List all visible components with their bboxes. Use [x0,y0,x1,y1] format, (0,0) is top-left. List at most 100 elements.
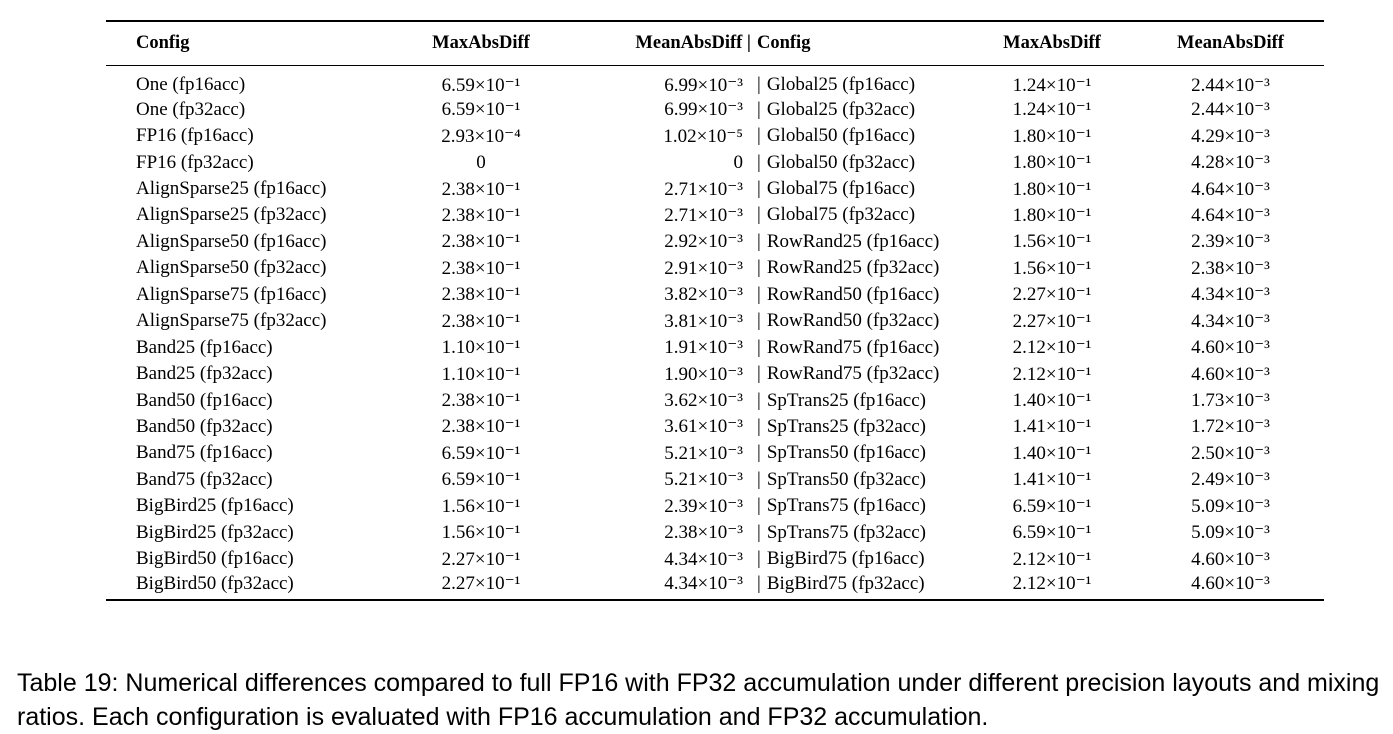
cell-meanabsdiff-left: 3.82×10⁻³ [664,284,743,306]
cell-maxabsdiff-right: 1.41×10⁻¹ [1012,416,1092,438]
cell-config-left: BigBird25 (fp32acc) [136,521,294,543]
column-separator: | [757,548,761,570]
cell-maxabsdiff-right: 2.12×10⁻¹ [1012,548,1092,570]
cell-config-left: AlignSparse50 (fp16acc) [136,230,327,252]
cell-maxabsdiff-left: 2.38×10⁻¹ [441,310,521,332]
table-row: BigBird25 (fp16acc) 1.56×10⁻¹ 2.39×10⁻³ | Sp… [106,493,1324,519]
column-separator: | [757,151,761,173]
config-label: RowRand75 (fp16acc) [766,336,940,358]
cell-config-right: | RowRand25 (fp16acc) [753,229,967,255]
cell-meanabsdiff-right: 4.28×10⁻³ [1191,152,1270,174]
cell-config-left: AlignSparse75 (fp32acc) [136,310,327,332]
cell-meanabsdiff-right: 4.60×10⁻³ [1191,573,1270,595]
cell-maxabsdiff-right: 2.27×10⁻¹ [1012,284,1092,306]
cell-config-right: | Global75 (fp32acc) [753,202,967,228]
config-label: BigBird75 (fp32acc) [766,572,925,594]
cell-meanabsdiff-right: 5.09×10⁻³ [1191,495,1270,517]
cell-maxabsdiff-left: 2.38×10⁻¹ [441,231,521,253]
cell-maxabsdiff-left: 2.38×10⁻¹ [441,390,521,412]
cell-config-right: | SpTrans25 (fp16acc) [753,387,967,413]
cell-maxabsdiff-right: 2.12×10⁻¹ [1012,363,1092,385]
table-header-row: Config MaxAbsDiff MeanAbsDiff | Config M… [106,21,1324,65]
config-label: RowRand50 (fp16acc) [766,283,940,305]
column-separator: | [757,257,761,279]
cell-meanabsdiff-left: 3.81×10⁻³ [664,310,743,332]
cell-config-left: One (fp32acc) [136,98,246,120]
config-label: Global50 (fp32acc) [766,151,916,173]
config-label: Global25 (fp32acc) [766,98,916,120]
cell-meanabsdiff-right: 2.38×10⁻³ [1191,257,1270,279]
column-separator: | [757,363,761,385]
column-separator: | [757,521,761,543]
cell-maxabsdiff-left: 6.59×10⁻¹ [441,74,521,96]
config-label: RowRand25 (fp16acc) [766,230,940,252]
column-separator: | [757,495,761,517]
cell-maxabsdiff-right: 1.80×10⁻¹ [1012,125,1092,147]
cell-config-left: AlignSparse25 (fp16acc) [136,178,327,200]
cell-maxabsdiff-right: 6.59×10⁻¹ [1012,522,1092,544]
cell-config-left: Band75 (fp16acc) [136,442,273,464]
cell-maxabsdiff-left: 2.38×10⁻¹ [441,416,521,438]
table-row: AlignSparse75 (fp32acc) 2.38×10⁻¹ 3.81×10⁻… [106,308,1324,334]
cell-config-left: BigBird25 (fp16acc) [136,495,294,517]
cell-meanabsdiff-right: 2.50×10⁻³ [1191,442,1270,464]
cell-config-right: | RowRand50 (fp32acc) [753,308,967,334]
cell-meanabsdiff-right: 4.34×10⁻³ [1191,284,1270,306]
table-row: One (fp16acc) 6.59×10⁻¹ 6.99×10⁻³ | Global25… [106,65,1324,97]
cell-meanabsdiff-left: 3.61×10⁻³ [664,416,743,438]
cell-meanabsdiff-right: 2.44×10⁻³ [1191,74,1270,96]
cell-meanabsdiff-left: 3.62×10⁻³ [664,390,743,412]
table-row: AlignSparse25 (fp16acc) 2.38×10⁻¹ 2.71×10⁻… [106,176,1324,202]
cell-meanabsdiff-left: 0 [733,151,744,173]
config-label: SpTrans25 (fp16acc) [766,389,927,411]
header-maxabsdiff-left: MaxAbsDiff [432,32,530,53]
cell-maxabsdiff-right: 1.80×10⁻¹ [1012,204,1092,226]
cell-maxabsdiff-left: 1.10×10⁻¹ [441,363,521,385]
cell-meanabsdiff-right: 2.44×10⁻³ [1191,99,1270,121]
config-label: Global75 (fp32acc) [766,204,916,226]
cell-maxabsdiff-left: 6.59×10⁻¹ [441,99,521,121]
cell-meanabsdiff-left: 5.21×10⁻³ [664,469,743,491]
cell-config-left: Band25 (fp32acc) [136,363,273,385]
config-label: Global25 (fp16acc) [766,74,916,95]
table-caption: Table 19: Numerical differences compared… [17,669,1380,731]
table-body: One (fp16acc) 6.59×10⁻¹ 6.99×10⁻³ | Global25… [106,65,1324,601]
cell-maxabsdiff-left: 2.38×10⁻¹ [441,204,521,226]
cell-meanabsdiff-right: 4.34×10⁻³ [1191,310,1270,332]
table-row: AlignSparse25 (fp32acc) 2.38×10⁻¹ 2.71×10⁻… [106,202,1324,228]
cell-config-left: BigBird50 (fp32acc) [136,572,294,594]
cell-maxabsdiff-left: 2.38×10⁻¹ [441,257,521,279]
header-meanabsdiff-left-label: MeanAbsDiff [635,32,743,53]
cell-maxabsdiff-left: 6.59×10⁻¹ [441,469,521,491]
table-row: BigBird25 (fp32acc) 1.56×10⁻¹ 2.38×10⁻³ | Sp… [106,520,1324,546]
cell-maxabsdiff-left: 6.59×10⁻¹ [441,442,521,464]
cell-config-right: | SpTrans75 (fp32acc) [753,520,967,546]
cell-meanabsdiff-right: 1.72×10⁻³ [1191,416,1270,438]
cell-config-right: | RowRand25 (fp32acc) [753,255,967,281]
cell-maxabsdiff-right: 6.59×10⁻¹ [1012,495,1092,517]
table-row: Band75 (fp16acc) 6.59×10⁻¹ 5.21×10⁻³ | SpTra… [106,440,1324,466]
config-label: SpTrans25 (fp32acc) [766,415,927,437]
cell-maxabsdiff-left: 0 [476,151,486,173]
cell-maxabsdiff-right: 1.80×10⁻¹ [1012,152,1092,174]
cell-meanabsdiff-left: 2.39×10⁻³ [664,495,743,517]
cell-config-right: | Global75 (fp16acc) [753,176,967,202]
config-label: RowRand50 (fp32acc) [766,310,940,332]
cell-meanabsdiff-left: 2.71×10⁻³ [664,204,743,226]
results-table-container: Config MaxAbsDiff MeanAbsDiff | Config M… [106,20,1324,601]
cell-meanabsdiff-left: 1.91×10⁻³ [664,337,743,359]
cell-config-right: | SpTrans50 (fp32acc) [753,467,967,493]
config-label: Global75 (fp16acc) [766,178,916,200]
cell-meanabsdiff-left: 6.99×10⁻³ [664,74,743,96]
cell-config-left: One (fp16acc) [136,74,246,95]
cell-maxabsdiff-right: 2.27×10⁻¹ [1012,310,1092,332]
header-maxabsdiff-right: MaxAbsDiff [1003,32,1101,53]
column-separator: | [757,74,761,95]
cell-meanabsdiff-right: 4.29×10⁻³ [1191,125,1270,147]
cell-meanabsdiff-left: 5.21×10⁻³ [664,442,743,464]
cell-meanabsdiff-right: 4.64×10⁻³ [1191,204,1270,226]
column-separator: | [757,98,761,120]
column-separator: | [757,336,761,358]
header-meanabsdiff-right: MeanAbsDiff [1177,32,1284,53]
config-label: SpTrans50 (fp32acc) [766,468,927,490]
